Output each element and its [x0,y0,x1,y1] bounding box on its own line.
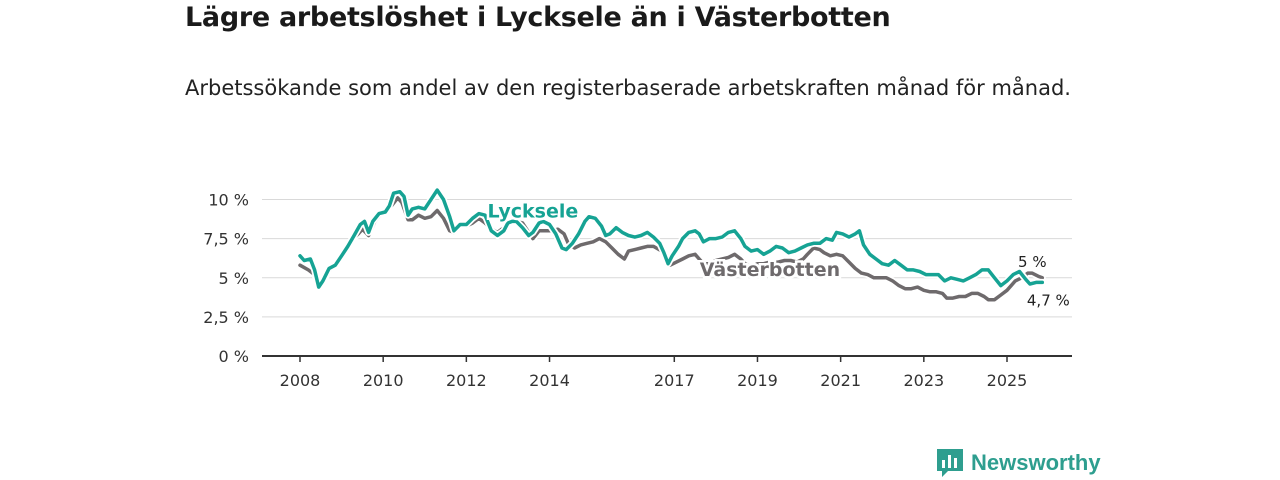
y-tick-label: 2,5 % [203,308,249,327]
x-tick-label: 2021 [820,371,861,390]
lycksele-line [298,188,1045,289]
vasterbotten-end-value-label: 5 % [1018,253,1047,271]
lycksele-end-value-label: 4,7 % [1027,291,1070,309]
newsworthy-logo: Newsworthy [937,449,1101,477]
newsworthy-chart-icon [937,449,963,477]
x-axis: 2008 2010 2012 2014 2017 2019 2021 2023 2025 [262,355,1072,390]
x-tick-label: 2012 [446,371,487,390]
chart-title: Lägre arbetslöshet i Lycksele än i Väste… [185,2,891,33]
series-lines [296,186,1046,304]
y-tick-label: 0 % [219,347,249,366]
x-tick-label: 2025 [987,371,1028,390]
x-tick-label: 2008 [280,371,321,390]
y-tick-label: 5 % [219,269,249,288]
x-tick-label: 2019 [737,371,778,390]
chart-subtitle: Arbetssökande som andel av den registerb… [185,76,1071,100]
x-tick-label: 2014 [529,371,570,390]
lycksele-series-label: Lycksele [488,200,579,222]
vasterbotten-line [298,196,1045,302]
x-tick-label: 2010 [363,371,404,390]
x-tick-label: 2017 [654,371,695,390]
vasterbotten-series-label: Västerbotten [700,259,840,281]
x-tick-label: 2023 [903,371,944,390]
y-tick-label: 7,5 % [203,230,249,249]
y-tick-label: 10 % [208,191,249,210]
series-labels: Lycksele Västerbotten 5 % 4,7 % [485,198,1072,311]
brand-name: Newsworthy [971,450,1101,475]
y-axis-ticks: 0 % 2,5 % 5 % 7,5 % 10 % [203,191,249,367]
